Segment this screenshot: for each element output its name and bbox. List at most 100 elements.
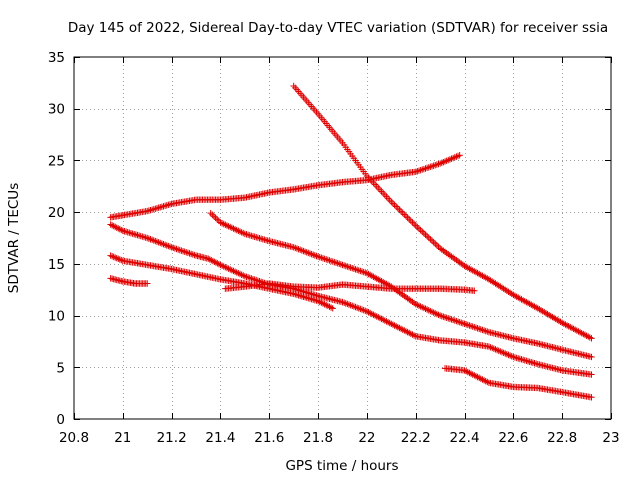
data-point [500, 285, 507, 292]
data-point [183, 249, 190, 256]
data-point [409, 331, 416, 338]
x-axis-label: GPS time / hours [285, 458, 398, 474]
data-point [376, 314, 384, 322]
data-point [379, 316, 387, 323]
data-point [357, 267, 364, 275]
data-point [214, 260, 221, 267]
data-point [334, 260, 341, 267]
data-point [230, 267, 237, 275]
data-point [484, 275, 491, 282]
data-point [521, 297, 528, 305]
data-point [178, 247, 185, 254]
data-point [217, 261, 224, 269]
data-point [399, 209, 406, 217]
data-point [326, 257, 333, 264]
data-point [423, 306, 431, 313]
data-point [498, 348, 506, 356]
data-point [332, 259, 340, 266]
data-point [568, 324, 576, 332]
data-point [565, 323, 572, 330]
data-point [480, 377, 488, 384]
series-arc-7 [107, 275, 151, 287]
data-point [300, 247, 307, 255]
data-point [170, 244, 177, 252]
data-point [414, 223, 421, 231]
data-point [370, 273, 377, 280]
data-point [321, 255, 328, 263]
data-point [344, 263, 351, 270]
data-point [422, 165, 429, 172]
data-point [466, 265, 473, 272]
data-point [588, 394, 595, 401]
data-point [484, 378, 491, 386]
data-point [166, 243, 174, 250]
data-point [350, 265, 358, 272]
data-point [215, 260, 223, 268]
data-point [171, 245, 179, 252]
data-point [438, 159, 445, 167]
data-point [401, 292, 408, 300]
data-point [205, 255, 212, 262]
data-point [474, 269, 481, 277]
data-point [425, 234, 432, 241]
data-point [409, 298, 416, 306]
data-point [298, 247, 306, 254]
data-point [235, 270, 242, 277]
data-point [467, 266, 475, 273]
data-point [295, 245, 302, 253]
data-point [321, 301, 328, 308]
chart-title: Day 145 of 2022, Sidereal Day-to-day VTE… [68, 20, 608, 36]
x-tick-label: 21.6 [254, 430, 284, 446]
data-point [388, 198, 395, 205]
data-point [495, 282, 502, 289]
data-point [316, 298, 323, 306]
data-point [313, 252, 320, 260]
data-point [347, 302, 354, 309]
data-point [492, 346, 499, 353]
data-point [244, 274, 252, 281]
data-point [461, 367, 468, 374]
data-point [440, 313, 447, 320]
x-tick-label: 22.6 [498, 430, 528, 446]
data-point [324, 256, 332, 264]
data-point [394, 323, 402, 331]
data-point [510, 291, 517, 299]
data-point [412, 300, 419, 308]
data-point [487, 344, 494, 351]
data-point [588, 353, 595, 361]
data-point [223, 264, 231, 272]
data-point [404, 214, 411, 221]
data-point [248, 275, 255, 282]
data-point [371, 312, 379, 319]
data-point [464, 321, 471, 329]
data-point [399, 326, 406, 333]
data-point [222, 263, 229, 271]
data-point [575, 328, 582, 335]
data-point [526, 300, 533, 308]
data-point [376, 277, 384, 284]
data-point [339, 261, 346, 269]
data-point [209, 211, 216, 218]
data-point [181, 248, 188, 255]
data-point [396, 324, 403, 332]
y-tick-label: 35 [48, 50, 65, 66]
data-point [406, 329, 413, 337]
data-point [233, 269, 240, 276]
data-point [209, 257, 217, 265]
data-point [349, 265, 356, 272]
data-point [394, 204, 402, 212]
data-point [549, 313, 556, 321]
data-point [329, 258, 336, 265]
data-point [433, 242, 441, 249]
data-point [251, 276, 258, 283]
data-point [436, 160, 444, 167]
data-point [477, 375, 485, 382]
data-point [402, 212, 410, 220]
data-point [186, 250, 193, 257]
data-point [475, 374, 483, 382]
data-point [342, 300, 349, 307]
data-point [446, 315, 454, 323]
data-point [503, 287, 511, 294]
data-point [422, 305, 429, 312]
data-point [477, 271, 485, 279]
